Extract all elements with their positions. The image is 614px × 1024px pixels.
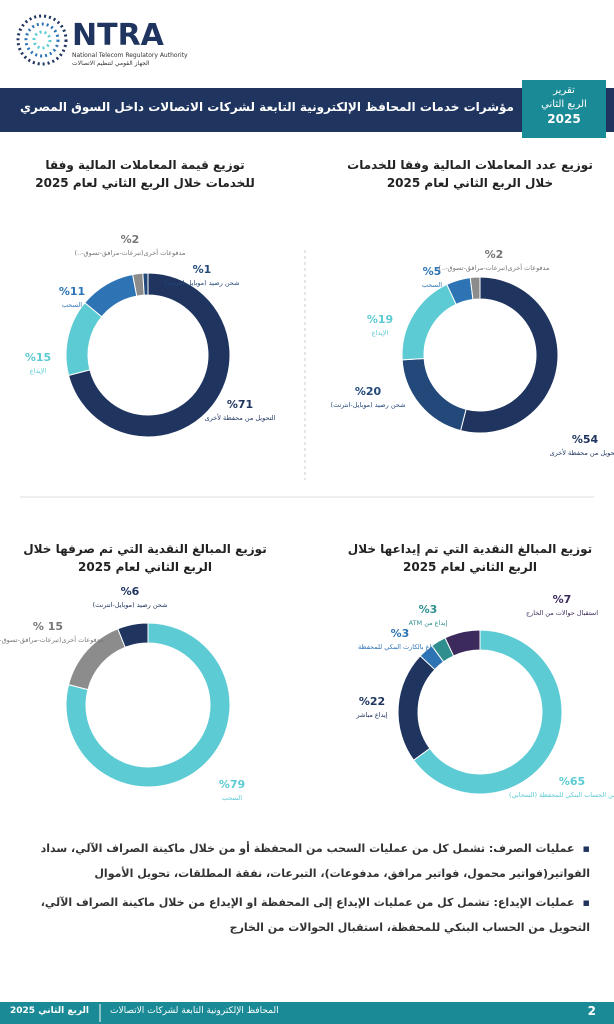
donut-segment — [412, 629, 563, 795]
value-label: %22 — [359, 695, 385, 708]
badge-year: 2025 — [547, 112, 581, 126]
category-label: الإيداع — [30, 367, 47, 375]
note: عمليات الصرف: تشمل كل من عمليات السحب من… — [30, 836, 590, 886]
value-label: %3 — [419, 603, 438, 616]
page-number: 2 — [587, 1004, 596, 1018]
donut-segment — [65, 302, 103, 377]
donut-segment — [67, 272, 231, 438]
value-label: %5 — [423, 265, 442, 278]
badge-line: الربع الثاني — [541, 99, 587, 110]
category-label: الإيداع — [372, 329, 389, 337]
category-label: التحويل من محفظة لأخرى — [550, 448, 614, 457]
note: عمليات الإيداع: تشمل كل من عمليات الإيدا… — [30, 890, 590, 940]
donut-segment — [401, 283, 457, 361]
category-label: الإيداع بالكارت البنكي للمحفظة — [358, 643, 442, 651]
category-label: الإيداع من الحساب البنكي للمحفظة (السحاب… — [509, 791, 614, 799]
badge-text: تقرير الربع الثاني 2025 — [522, 84, 606, 126]
badge-line: تقرير — [553, 85, 575, 96]
value-label: %3 — [391, 627, 410, 640]
value-label: %19 — [367, 313, 393, 326]
value-label: %2 — [485, 248, 504, 261]
category-label: التحويل من محفظة لأخرى — [205, 413, 276, 422]
category-label: شحن رصيد (موبايل-انترنت) — [331, 401, 406, 409]
donut-segment — [469, 276, 481, 301]
footer-bar — [0, 1002, 614, 1024]
value-label: %20 — [355, 385, 382, 398]
chart-title: توزيع عدد المعاملات المالية وفقا للخدمات… — [347, 158, 593, 190]
value-label: %79 — [219, 778, 245, 791]
category-label: استقبال حوالات من الخارج — [526, 609, 598, 617]
value-label: %2 — [121, 233, 140, 246]
value-label: %71 — [227, 398, 253, 411]
logo-text: NTRA — [72, 18, 164, 53]
value-label: %6 — [121, 585, 140, 598]
donut-segment — [142, 272, 149, 296]
value-label: %1 — [193, 263, 212, 276]
badge — [522, 80, 606, 138]
donut-segment — [117, 622, 149, 649]
donut-segment — [459, 276, 559, 434]
chart-title: توزيع المبالغ النقدية التي تم إيداعها خل… — [347, 542, 593, 574]
donut-segment — [65, 622, 231, 788]
donut-segment — [401, 357, 467, 432]
category-label: مدفوعات أخرى(تبرعات-مرافق-تسوق-..) — [75, 248, 186, 257]
donut-segment — [397, 655, 436, 761]
category-label: إيداع مباشر — [355, 711, 387, 719]
banner-title: مؤشرات خدمات المحافظ الإلكترونية التابعة… — [20, 100, 514, 114]
org-en: National Telecom Regulatory Authority — [72, 52, 188, 59]
category-label: مدفوعات أخرى(تبرعات-مرافق-تسوق-..) — [439, 263, 550, 272]
category-label: إيداع من ATM — [409, 619, 448, 627]
value-label: %11 — [59, 285, 85, 298]
category-label: شحن رصيد (موبايل-انترنت) — [165, 279, 240, 287]
value-label: %7 — [553, 593, 572, 606]
banner — [0, 88, 614, 132]
category-label: السحب — [62, 301, 82, 309]
category-label: مدفوعات أخرى(تبرعات-مرافق-تسوق-..) — [0, 635, 103, 644]
value-label: %54 — [572, 433, 599, 446]
category-label: السحب — [422, 281, 442, 289]
org-ar: الجهاز القومي لتنظيم الاتصالات — [72, 60, 150, 67]
footer-section: المحافظ الإلكترونية التابعة لشركات الاتص… — [110, 1006, 279, 1016]
value-label: %15 — [25, 351, 51, 364]
logo-dots — [16, 14, 68, 66]
footer-period: الربع الثاني 2025 — [10, 1006, 89, 1016]
donut-segment — [444, 629, 481, 657]
chart-title: توزيع قيمة المعاملات المالية وفقا للخدما… — [35, 158, 255, 190]
chart-title: توزيع المبالغ النقدية التي تم صرفها خلال… — [23, 542, 267, 574]
category-label: شحن رصيد (موبايل-انترنت) — [93, 601, 168, 609]
value-label: %65 — [559, 775, 585, 788]
value-label: % 15 — [33, 620, 63, 633]
category-label: السحب — [222, 794, 242, 802]
